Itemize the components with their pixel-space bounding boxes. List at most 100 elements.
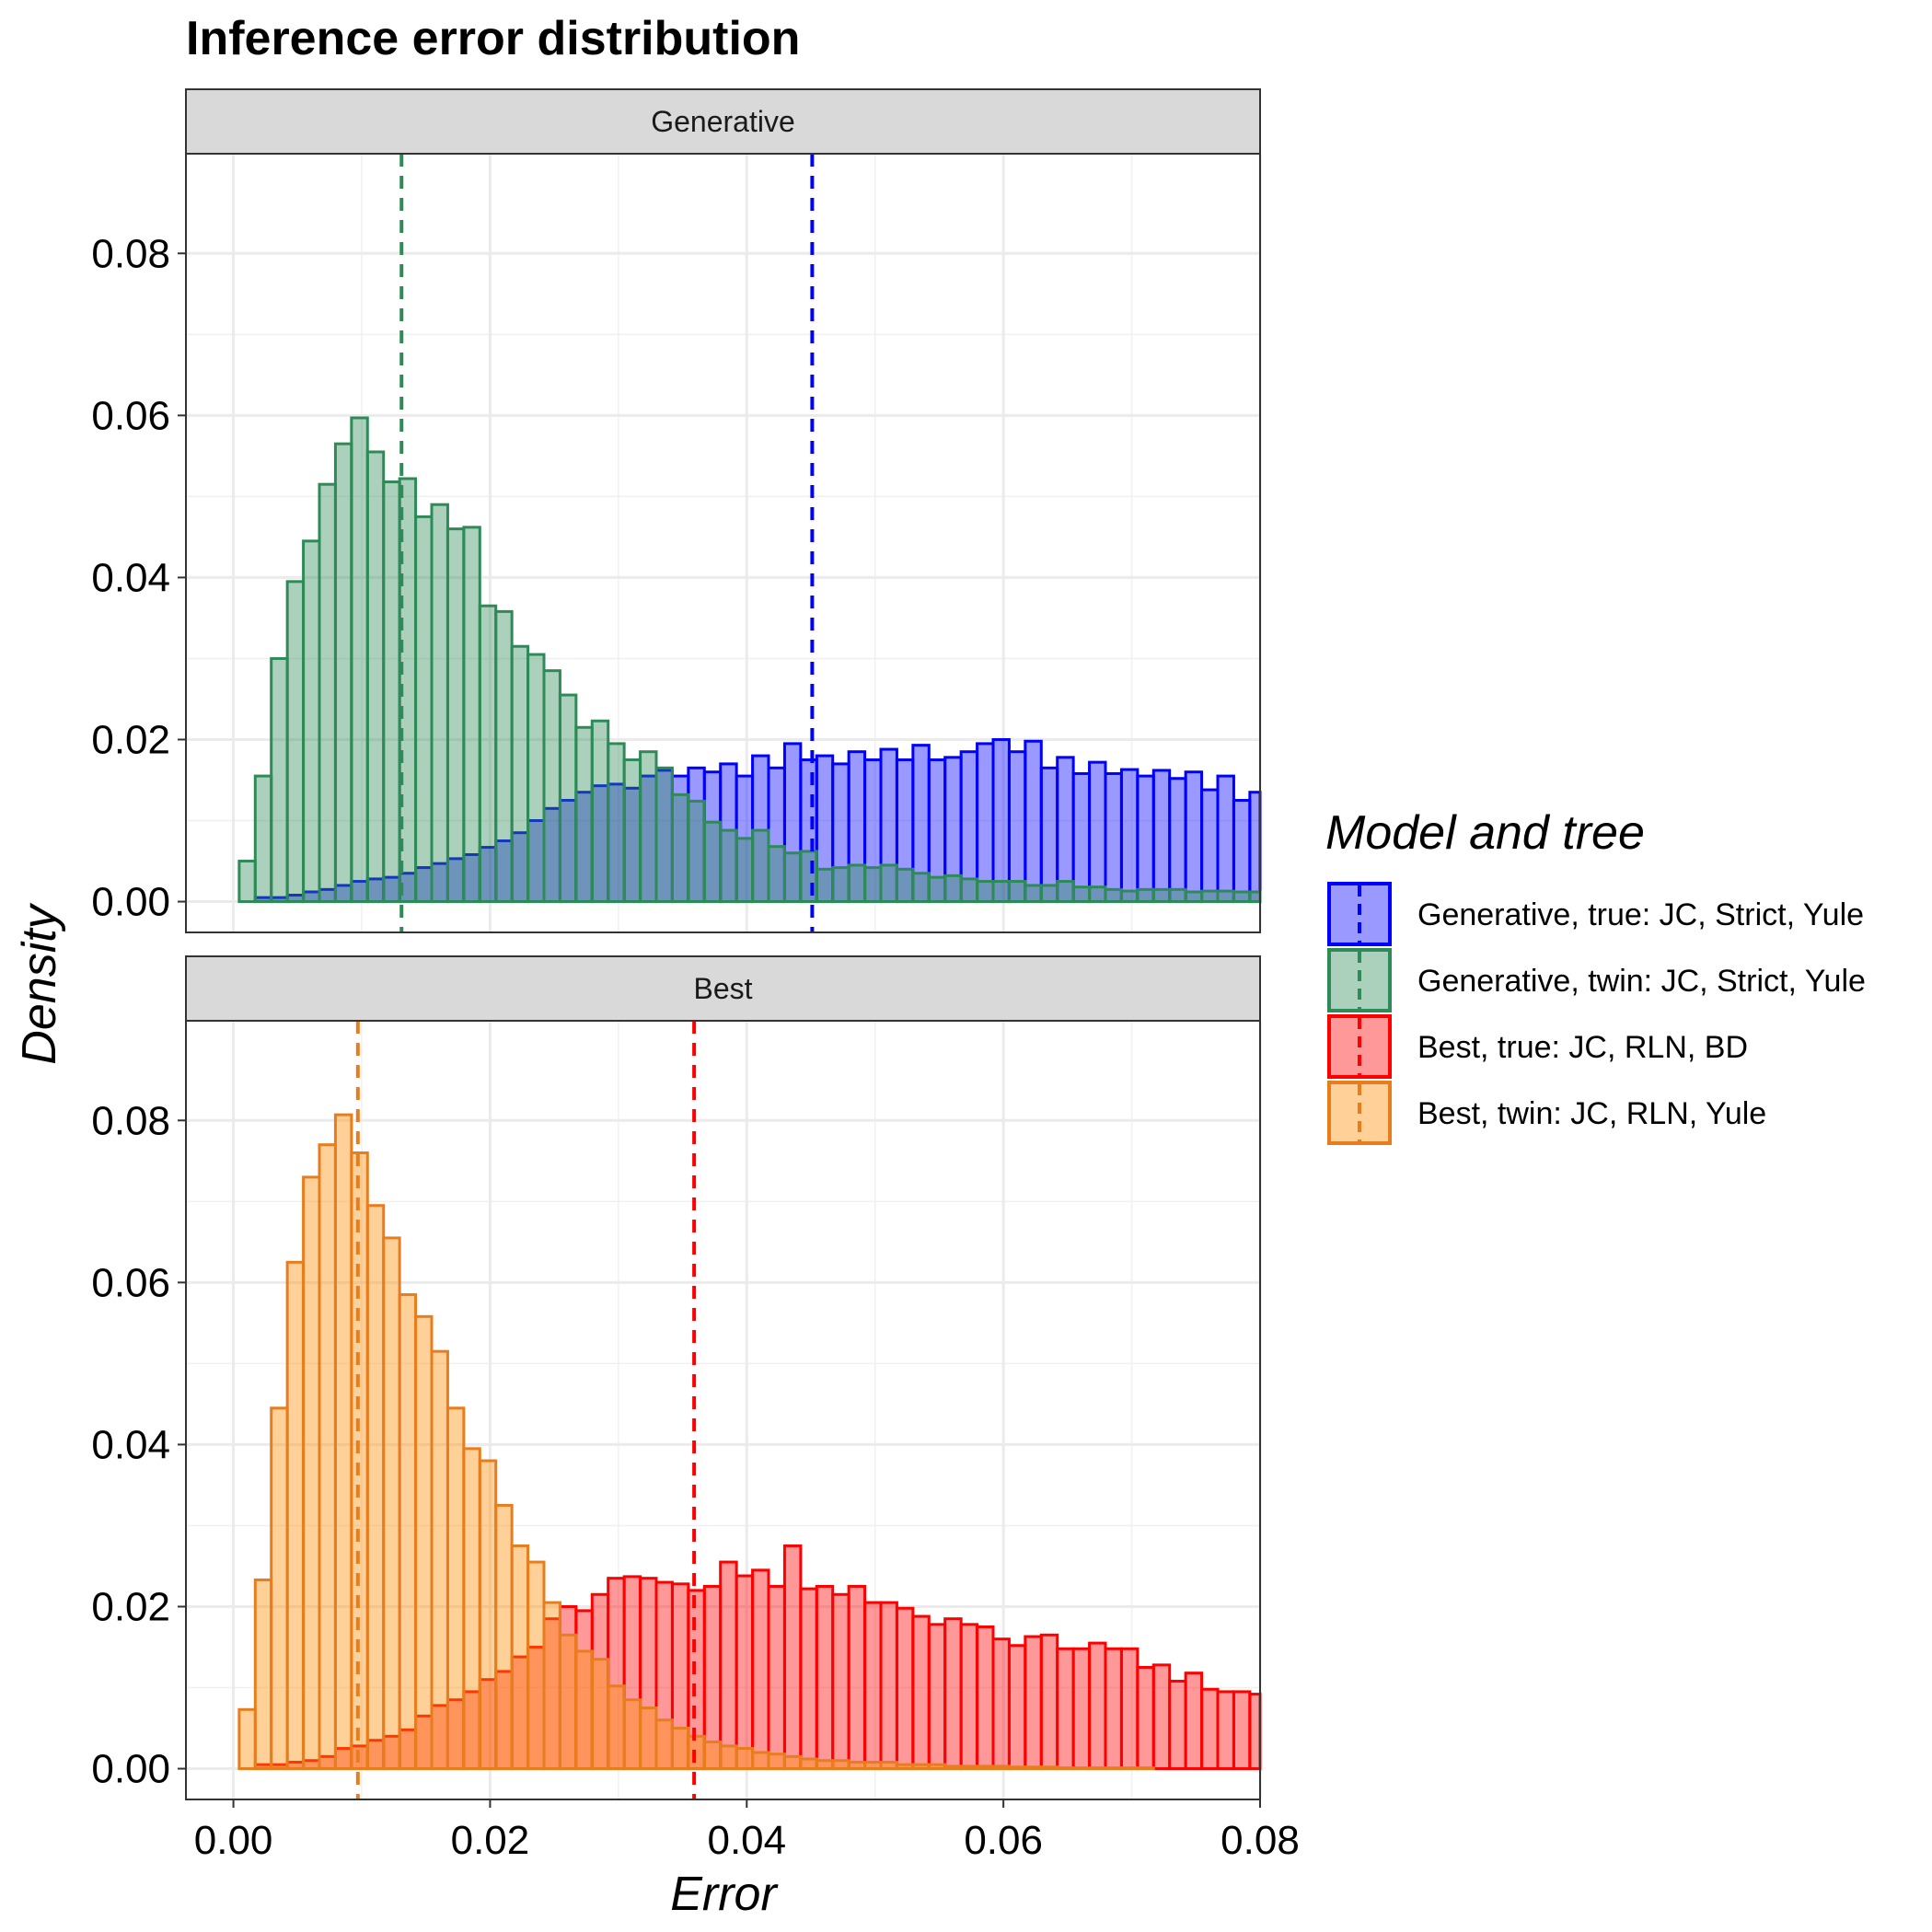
histogram-bar — [398, 1293, 418, 1771]
histogram-bar — [879, 1761, 898, 1771]
histogram-bar — [702, 820, 723, 904]
histogram-bar — [735, 1574, 755, 1771]
histogram-bar — [719, 1560, 738, 1771]
histogram-bar — [1024, 884, 1043, 904]
y-tick-label: 0.04 — [91, 1422, 170, 1467]
histogram-bar — [494, 609, 514, 904]
histogram-bar — [1184, 890, 1204, 904]
histogram-bar — [1024, 1635, 1043, 1771]
histogram-bar — [270, 656, 289, 904]
histogram-bar — [1039, 1765, 1059, 1771]
histogram-bar — [895, 1763, 915, 1771]
y-axis-title: Density — [13, 902, 66, 1064]
histogram-bar — [1136, 1666, 1155, 1771]
histogram-bar — [253, 1578, 273, 1771]
histogram-bar — [1200, 788, 1220, 904]
y-tick-label: 0.00 — [91, 880, 170, 925]
histogram-bar — [1104, 771, 1123, 904]
histogram-bar — [478, 1459, 498, 1771]
histogram-bar — [590, 1658, 610, 1771]
histogram-bar — [1119, 1766, 1140, 1771]
histogram-bar — [799, 1757, 818, 1771]
histogram-bar — [991, 737, 1011, 904]
histogram-bar — [831, 866, 850, 904]
histogram-bar — [1232, 1690, 1252, 1771]
histogram-bar — [639, 1706, 658, 1771]
histogram-bar — [911, 872, 931, 904]
histogram-bar — [815, 1759, 835, 1771]
histogram-bar — [943, 873, 963, 904]
histogram-bar — [285, 580, 306, 904]
histogram-bar — [639, 750, 658, 904]
histogram-bar — [847, 1761, 867, 1771]
histogram-bar — [1088, 885, 1107, 904]
histogram-bar — [976, 1625, 995, 1771]
histogram-bar — [719, 828, 738, 904]
histogram-bar — [462, 1447, 481, 1771]
histogram-bar — [574, 725, 594, 904]
x-tick-label: 0.02 — [451, 1818, 530, 1863]
histogram-bar — [1216, 1690, 1235, 1771]
y-tick-label: 0.02 — [91, 717, 170, 762]
y-tick-label: 0.02 — [91, 1584, 170, 1629]
series-0-1 — [237, 416, 1262, 904]
histogram-bar — [237, 860, 257, 904]
histogram-bar — [1039, 1633, 1059, 1771]
histogram-bar — [1248, 791, 1262, 904]
histogram-bar — [782, 1754, 803, 1771]
histogram-bar — [430, 1349, 449, 1771]
histogram-bar — [991, 880, 1011, 904]
histogram-bar — [1136, 774, 1155, 904]
series-1-1 — [237, 1113, 1155, 1771]
histogram-bar — [1104, 1647, 1123, 1771]
x-tick-label: 0.04 — [707, 1818, 786, 1863]
histogram-bar — [799, 1587, 818, 1771]
histogram-bar — [1071, 1766, 1092, 1771]
y-tick-label: 0.00 — [91, 1747, 170, 1792]
histogram-bar — [318, 482, 337, 904]
histogram-bar — [1151, 887, 1172, 904]
histogram-bar — [863, 1601, 883, 1771]
histogram-bar — [751, 1751, 770, 1771]
histogram-bar — [991, 1764, 1011, 1771]
y-tick-label: 0.08 — [91, 231, 170, 276]
histogram-bar — [1184, 1672, 1204, 1771]
histogram-bar — [911, 1614, 931, 1771]
histogram-bar — [607, 742, 626, 904]
x-tick-label: 0.00 — [194, 1818, 273, 1863]
histogram-bar — [815, 867, 835, 904]
facet-strip — [185, 88, 1261, 155]
histogram-bar — [1071, 771, 1092, 904]
histogram-bar — [1232, 890, 1252, 904]
histogram-bar — [863, 866, 883, 904]
histogram-bar — [959, 1764, 979, 1771]
histogram-bar — [943, 1764, 963, 1771]
histogram-bar — [1119, 768, 1140, 904]
histogram-bar — [350, 416, 369, 904]
histogram-bar — [719, 1744, 738, 1771]
histogram-bar — [976, 742, 995, 904]
histogram-bar — [831, 1592, 850, 1771]
histogram-bar — [959, 877, 979, 904]
histogram-bar — [302, 539, 321, 904]
legend-title: Model and tree — [1325, 806, 1645, 860]
histogram-bar — [542, 1601, 561, 1771]
histogram-bar — [1088, 1766, 1107, 1771]
histogram-bar — [237, 1707, 257, 1771]
x-tick-label: 0.08 — [1221, 1818, 1300, 1863]
histogram-bar — [1232, 799, 1252, 904]
chart-title: Inference error distribution — [186, 12, 800, 65]
panel-best: Best 0.00 0.02 0.04 0.06 0.08 — [91, 955, 1262, 1800]
histogram-bar — [1151, 769, 1172, 904]
y-tick-label: 0.04 — [91, 555, 170, 600]
histogram-bar — [927, 875, 947, 904]
x-tick-label: 0.06 — [964, 1818, 1043, 1863]
histogram-bar — [879, 863, 898, 904]
histogram-bar — [751, 1568, 770, 1771]
facet-strip-label: Generative — [651, 105, 795, 138]
legend: Model and tree Generative, true: JC, Str… — [1325, 806, 1866, 1145]
histogram-bar — [270, 1406, 289, 1771]
histogram-bar — [382, 1236, 401, 1771]
legend-item: Best, true: JC, RLN, BD — [1327, 1014, 1748, 1079]
histogram-bar — [526, 653, 546, 904]
